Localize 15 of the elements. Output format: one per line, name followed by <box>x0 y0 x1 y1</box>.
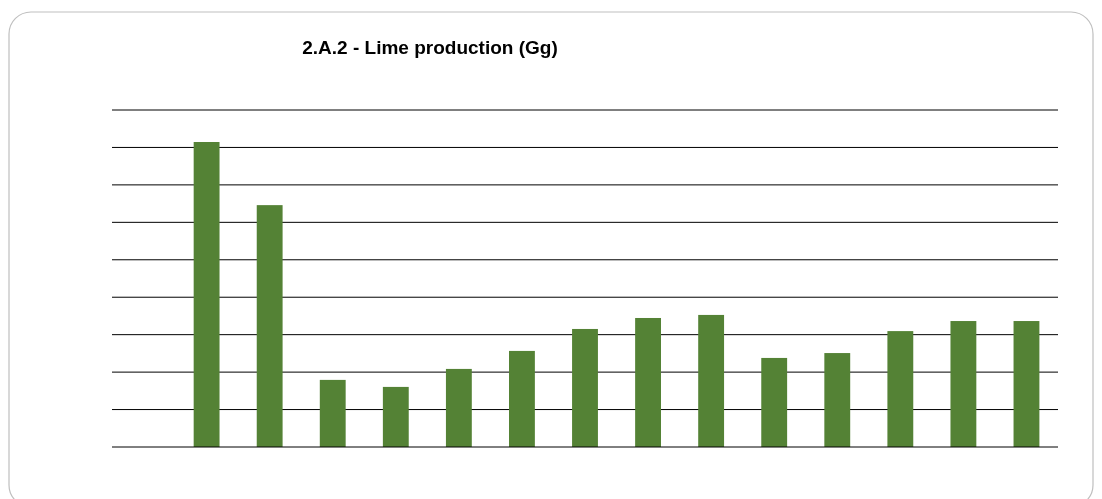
bar <box>761 357 788 447</box>
bar <box>887 331 914 447</box>
bar <box>319 379 346 447</box>
bar <box>1013 321 1040 447</box>
bar <box>572 328 598 447</box>
bar <box>256 205 283 447</box>
bar <box>382 386 409 447</box>
bar <box>635 317 661 447</box>
bar <box>445 368 472 447</box>
bar <box>950 321 977 447</box>
bar <box>698 314 725 447</box>
bar <box>824 353 851 447</box>
chart-title: 2.A.2 - Lime production (Gg) <box>302 37 558 58</box>
bar <box>509 350 535 447</box>
bar <box>193 142 220 447</box>
